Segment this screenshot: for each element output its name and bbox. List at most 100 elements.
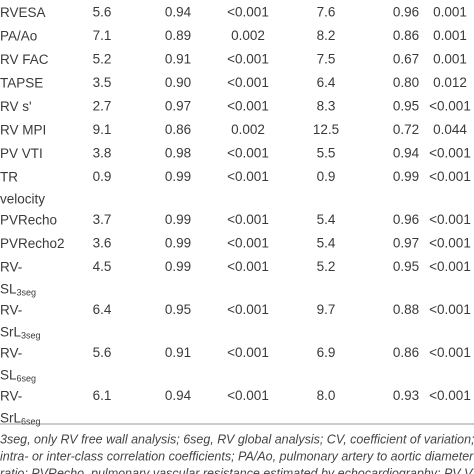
row-label: RV s' [0,99,32,114]
row-label-subscript: 3seg [17,288,37,298]
cell: 3.8 [93,146,112,161]
row-label-text: SL [0,281,17,296]
cell: 5.5 [317,146,336,161]
cell: <0.001 [227,388,269,403]
cell: 5.6 [93,5,112,20]
cell: 0.012 [433,75,467,90]
row-label-text: PA/Ao [0,28,37,43]
cell: 0.002 [231,28,265,43]
cell: 0.99 [165,259,191,274]
cell: 3.7 [93,212,112,227]
cell: 0.95 [393,99,419,114]
cell: 0.90 [165,75,191,90]
cell: <0.001 [227,345,269,360]
row-label-text: RV- [0,388,22,403]
cell: 0.88 [393,302,419,317]
cell: 0.044 [433,122,467,137]
cell: 0.001 [433,28,467,43]
cell: <0.001 [227,75,269,90]
cell: 0.96 [393,212,419,227]
row-label: velocity [0,191,45,206]
cell: <0.001 [429,345,471,360]
cell: 0.94 [165,5,192,20]
cell: 0.99 [393,169,419,184]
row-label: SL6seg [0,367,36,384]
cell: 0.002 [231,122,265,137]
cell: 6.4 [93,302,112,317]
cell: 0.95 [393,259,419,274]
row-label-text: TAPSE [0,75,43,90]
footnote-line: ratio; PVRecho, pulmonary vascular resis… [0,466,474,474]
cell: <0.001 [429,236,471,251]
cell: 6.4 [317,75,336,90]
cell: 0.67 [393,52,419,67]
row-label: RV- [0,388,22,403]
row-label: RV- [0,259,22,274]
row-label: SrL3seg [0,324,41,341]
row-label: SL3seg [0,281,36,298]
cell: 0.72 [393,122,419,137]
cell: 7.1 [93,28,112,43]
row-label: SrL6seg [0,410,41,427]
row-label: RVESA [0,5,46,20]
row-label: TAPSE [0,75,43,90]
row-label-subscript: 3seg [21,331,41,341]
cell: <0.001 [227,5,269,20]
cell: <0.001 [227,259,269,274]
cell: 5.6 [93,345,112,360]
cell: 0.9 [93,169,112,184]
row-label-text: SrL [0,410,22,425]
cell: <0.001 [429,146,471,161]
cell: 2.7 [93,99,112,114]
cell: 0.86 [165,122,191,137]
cell: <0.001 [429,388,471,403]
cell: 8.3 [317,99,336,114]
row-label-text: RV- [0,345,22,360]
row-label-subscript: 6seg [21,417,41,427]
footnote-line: 3seg, only RV free wall analysis; 6seg, … [0,432,474,446]
cell: 3.6 [93,236,112,251]
row-label-text: RV- [0,259,22,274]
cell: 0.86 [393,345,419,360]
cell: 0.97 [165,99,191,114]
cell: 8.0 [317,388,336,403]
cell: 7.5 [317,52,336,67]
cell: 0.89 [165,28,191,43]
row-label-text: velocity [0,191,45,206]
cell: 5.4 [317,236,336,251]
cell: 0.98 [165,146,191,161]
cell: 9.1 [93,122,112,137]
row-label-text: RVESA [0,5,46,20]
cell: 5.2 [317,259,336,274]
cell: 12.5 [313,122,339,137]
cell: 0.86 [393,28,419,43]
cell: <0.001 [227,99,269,114]
row-label-text: PV VTI [0,146,43,161]
cell: 5.4 [317,212,336,227]
cell: <0.001 [227,52,269,67]
cell: 0.93 [393,388,419,403]
row-label-text: RV FAC [0,52,49,67]
cell: 0.99 [165,236,191,251]
cell: 6.9 [317,345,336,360]
row-label: PVRecho2 [0,236,65,251]
cell: <0.001 [429,99,471,114]
row-label: RV MPI [0,122,46,137]
cell: 7.6 [317,5,336,20]
cell: 0.001 [433,5,467,20]
cell: 0.99 [165,169,191,184]
cell: 6.1 [93,388,112,403]
footnote-line: intra- or inter-class correlation coeffi… [0,449,474,463]
row-label: PA/Ao [0,28,37,43]
row-label-text: RV- [0,302,22,317]
row-label: PVRecho [0,212,57,227]
row-label-text: PVRecho [0,212,57,227]
cell: <0.001 [227,302,269,317]
cell: <0.001 [429,212,471,227]
row-label: RV- [0,302,22,317]
cell: 0.99 [165,212,191,227]
cell: 0.80 [393,75,419,90]
row-label-text: SrL [0,324,22,339]
cell: <0.001 [227,212,269,227]
